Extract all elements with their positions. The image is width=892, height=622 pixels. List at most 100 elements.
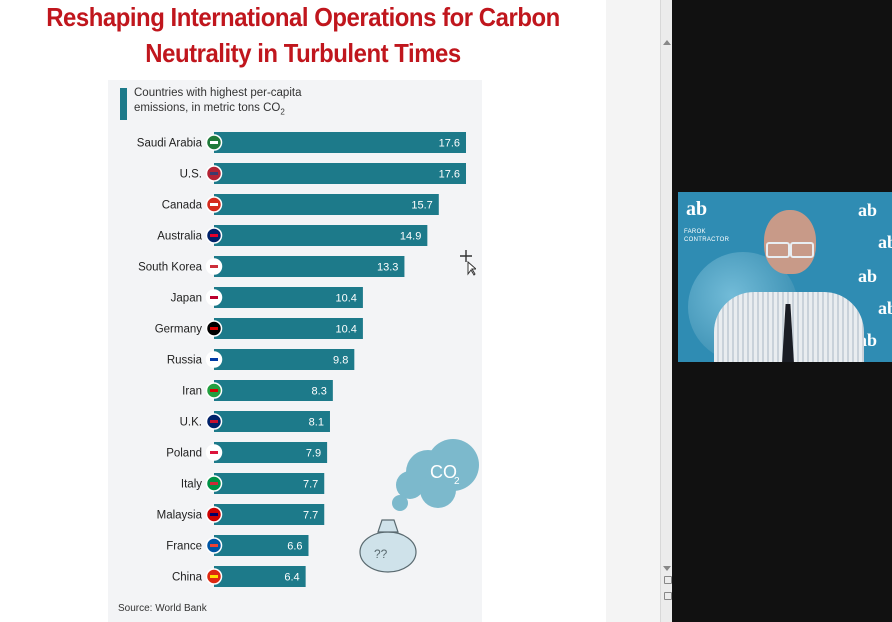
bar-category-label: Saudi Arabia: [137, 138, 203, 150]
flag-stripe: [210, 451, 218, 454]
cloud-puff: [420, 472, 456, 508]
bar: [214, 535, 309, 556]
bar-category-label: Germany: [155, 324, 203, 336]
bar-value-label: 10.4: [335, 324, 356, 336]
chart-header-marker: [120, 88, 127, 120]
chart-header-line-1: Countries with highest per-capita: [134, 87, 302, 99]
south-korea-flag-icon: [205, 258, 223, 275]
scroll-handle-icon[interactable]: [664, 592, 672, 600]
bar-category-label: Iran: [182, 386, 202, 398]
saudi-arabia-flag-icon: [205, 134, 223, 151]
iran-flag-icon: [205, 382, 223, 399]
brand-logo: ab: [858, 266, 878, 286]
brand-logo: ab: [878, 298, 892, 318]
flag-stripe: [210, 544, 218, 547]
bar-value-label: 17.6: [439, 138, 460, 150]
bar-value-label: 10.4: [335, 293, 356, 305]
scroll-down-icon[interactable]: [663, 566, 671, 571]
bar-value-label: 14.9: [400, 231, 421, 243]
bar-row: Australia 14.9: [157, 225, 428, 246]
bar-row: Malaysia 7.7: [157, 504, 325, 525]
flag-stripe: [210, 513, 218, 516]
emissions-bar-chart: Saudi Arabia 17.6 U.S. 17.6 Canada 15.7 Austra…: [137, 132, 479, 587]
malaysia-flag-icon: [205, 506, 223, 523]
chart-header-subscript: 2: [280, 107, 285, 117]
bar-category-label: Canada: [162, 200, 203, 212]
flag-stripe: [210, 172, 218, 175]
cloud-puff: [396, 471, 424, 499]
bar-value-label: 8.3: [312, 386, 327, 398]
small-cloud-puff: [392, 495, 408, 511]
speaker-glasses: [766, 242, 814, 258]
bar-value-label: 7.9: [306, 448, 321, 460]
slide-margin: [606, 0, 668, 622]
slide-title-line-1: Reshaping International Operations for C…: [46, 2, 560, 32]
bar-row: U.K. 8.1: [180, 411, 330, 432]
flag-stripe: [210, 482, 218, 485]
bar-row: Iran 8.3: [182, 380, 333, 401]
bar-category-label: U.S.: [180, 169, 202, 181]
flag-stripe: [210, 327, 218, 330]
germany-flag-icon: [205, 320, 223, 337]
co2-cloud-illustration: CO 2: [392, 439, 479, 511]
bag-body: [359, 531, 417, 573]
glasses-lens: [766, 242, 790, 258]
flag-stripe: [210, 420, 218, 423]
bar: [214, 163, 466, 184]
bar-value-label: 7.7: [303, 510, 318, 522]
bar-value-label: 6.4: [284, 572, 299, 584]
flag-stripe: [210, 389, 218, 392]
bar: [214, 380, 333, 401]
bar-row: Canada 15.7: [162, 194, 439, 215]
poland-flag-icon: [205, 444, 223, 461]
bar: [214, 287, 363, 308]
france-flag-icon: [205, 537, 223, 554]
scroll-handle-icon[interactable]: [664, 576, 672, 584]
bar-value-label: 17.6: [439, 169, 460, 181]
italy-flag-icon: [205, 475, 223, 492]
bar-row: Russia 9.8: [167, 349, 355, 370]
speaker-video-tile[interactable]: ab FAROK CONTRACTOR ab ab ab ab ab: [678, 192, 892, 362]
brand-name-line-2: CONTRACTOR: [684, 237, 730, 243]
cloud-label: CO: [430, 462, 457, 482]
bar: [214, 504, 325, 525]
brand-name: FAROK CONTRACTOR: [684, 228, 729, 244]
cloud-label-subscript: 2: [454, 476, 460, 487]
flag-stripe: [210, 265, 218, 268]
bar-value-label: 8.1: [309, 417, 324, 429]
australia-flag-icon: [205, 227, 223, 244]
bag-label: ??: [374, 547, 388, 561]
bar: [214, 473, 325, 494]
bar-row: U.S. 17.6: [180, 163, 466, 184]
brand-logo: ab: [686, 198, 708, 220]
usa-flag-icon: [205, 165, 223, 182]
flag-stripe: [210, 234, 218, 237]
slide-title-line-2: Neutrality in Turbulent Times: [145, 38, 461, 68]
bar-category-label: South Korea: [138, 262, 203, 274]
bar: [214, 349, 355, 370]
bar-row: South Korea 13.3: [138, 256, 405, 277]
flag-stripe: [210, 296, 218, 299]
brand-name-line-1: FAROK: [684, 229, 706, 235]
bar-row: Italy 7.7: [181, 473, 325, 494]
bar-row: Japan 10.4: [171, 287, 363, 308]
move-cursor-icon: [460, 250, 476, 276]
bar-value-label: 15.7: [411, 200, 432, 212]
bar-value-label: 9.8: [333, 355, 348, 367]
bar: [214, 256, 405, 277]
bar-category-label: Poland: [166, 448, 202, 460]
scroll-up-icon[interactable]: [663, 40, 671, 45]
flag-stripe: [210, 141, 218, 144]
bar: [214, 225, 428, 246]
pollution-bag-illustration: ??: [359, 519, 417, 573]
bag-neck: [377, 519, 399, 533]
canada-flag-icon: [205, 196, 223, 213]
bar: [214, 132, 466, 153]
bar-value-label: 6.6: [287, 541, 302, 553]
bar-category-label: Australia: [157, 231, 202, 243]
flag-stripe: [210, 358, 218, 361]
emissions-chart-panel: Countries with highest per-capita emissi…: [108, 80, 482, 622]
vertical-scrollbar[interactable]: [660, 0, 673, 622]
bar-row: Saudi Arabia 17.6: [137, 132, 466, 153]
bar-row: Germany 10.4: [155, 318, 363, 339]
